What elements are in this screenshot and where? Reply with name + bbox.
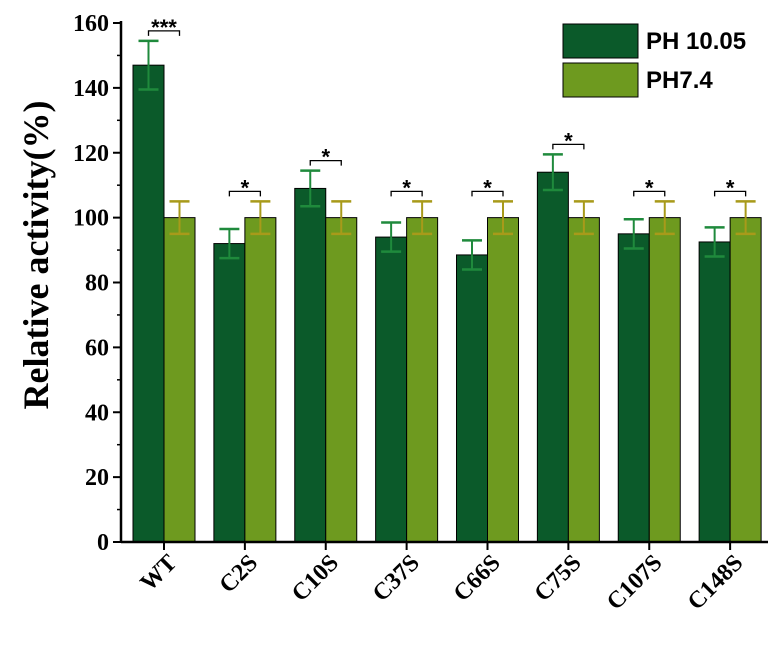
error-bars xyxy=(138,39,756,271)
significance-label-c107s: * xyxy=(645,175,654,200)
significance-label-c75s: * xyxy=(564,128,573,153)
bar-c66s-series-2 xyxy=(487,217,519,543)
bar-c148s-series-1 xyxy=(698,241,731,543)
bars xyxy=(132,64,762,543)
error-bar-c148s-series-1 xyxy=(704,226,725,258)
x-tick-label-c75s: C75S xyxy=(530,550,587,607)
error-bar-c2s-series-1 xyxy=(219,227,240,260)
significance-c2s: * xyxy=(228,175,262,200)
legend-item-2: PH7.4 xyxy=(562,62,713,98)
bar-c2s-series-1 xyxy=(213,243,246,543)
error-bar-c2s-series-2 xyxy=(250,200,271,236)
y-axis-label: Relative activity(%) xyxy=(16,101,56,410)
x-tick-label-c148s: C148S xyxy=(683,550,749,616)
bar-c75s-series-2 xyxy=(567,217,600,543)
bar-c148s-series-2 xyxy=(729,217,762,543)
significance-c107s: * xyxy=(633,175,666,200)
error-bar-c66s-series-2 xyxy=(493,200,513,236)
x-tick-label-c66s: C66S xyxy=(449,550,506,607)
bar-c2s-series-2 xyxy=(244,217,277,543)
bar-c75s-series-1 xyxy=(536,171,569,543)
significance-label-c2s: * xyxy=(241,175,250,200)
error-bar-c75s-series-1 xyxy=(542,153,563,192)
error-bar-c107s-series-1 xyxy=(623,217,644,250)
significance-c37s: * xyxy=(390,175,423,200)
bar-c37s-series-1 xyxy=(375,236,408,543)
bar-c10s-series-1 xyxy=(294,187,327,543)
x-tick-label-wt: WT xyxy=(136,550,183,597)
legend-swatch-2 xyxy=(562,62,639,98)
significance-c66s: * xyxy=(471,175,504,200)
bar-c107s-series-2 xyxy=(648,217,681,543)
legend-label-2: PH7.4 xyxy=(646,67,713,94)
error-bar-wt-series-2 xyxy=(169,200,190,236)
y-tick-label-0: 0 xyxy=(97,530,109,556)
bar-wt-series-2 xyxy=(163,217,196,543)
significance-c148s: * xyxy=(713,175,747,200)
bar-wt-series-1 xyxy=(132,64,165,543)
legend-swatch-1 xyxy=(562,23,639,59)
y-tick-label-160: 160 xyxy=(73,11,109,37)
error-bar-c10s-series-1 xyxy=(300,169,321,208)
significance-label-c37s: * xyxy=(402,175,411,200)
significance-label-c66s: * xyxy=(483,175,492,200)
error-bar-wt-series-1 xyxy=(138,39,159,91)
significance-label-wt: *** xyxy=(151,15,177,40)
legend: PH 10.05 PH7.4 xyxy=(562,23,746,98)
significance-label-c10s: * xyxy=(321,145,330,170)
y-tick-label-80: 80 xyxy=(85,271,109,297)
significance-wt: *** xyxy=(147,15,181,40)
error-bar-c148s-series-2 xyxy=(735,200,756,236)
error-bar-c66s-series-1 xyxy=(462,239,482,271)
x-tick-label-c107s: C107S xyxy=(602,550,668,616)
significance-c75s: * xyxy=(552,128,585,153)
error-bar-c10s-series-2 xyxy=(331,200,352,236)
bar-c107s-series-1 xyxy=(617,233,650,543)
legend-label-1: PH 10.05 xyxy=(646,28,746,55)
bar-c10s-series-2 xyxy=(325,217,358,543)
error-bar-c107s-series-2 xyxy=(654,200,675,236)
x-tick-label-c37s: C37S xyxy=(368,550,425,607)
error-bar-c75s-series-2 xyxy=(573,200,594,236)
y-tick-label-100: 100 xyxy=(73,206,109,232)
significance-c10s: * xyxy=(309,145,342,170)
y-tick-label-60: 60 xyxy=(85,335,109,361)
significance-label-c148s: * xyxy=(726,175,735,200)
error-bar-c37s-series-2 xyxy=(412,200,433,236)
bar-c37s-series-2 xyxy=(406,217,439,543)
y-tick-label-140: 140 xyxy=(73,76,109,102)
y-tick-label-20: 20 xyxy=(85,465,109,491)
y-tick-label-40: 40 xyxy=(85,400,109,426)
x-tick-label-c10s: C10S xyxy=(287,550,344,607)
y-tick-label-120: 120 xyxy=(73,141,109,167)
legend-item-1: PH 10.05 xyxy=(562,23,746,59)
error-bar-c37s-series-1 xyxy=(381,221,402,253)
bar-c66s-series-1 xyxy=(456,254,488,543)
x-tick-label-c2s: C2S xyxy=(215,550,264,599)
significance-markers: ****** *** * xyxy=(147,15,747,200)
